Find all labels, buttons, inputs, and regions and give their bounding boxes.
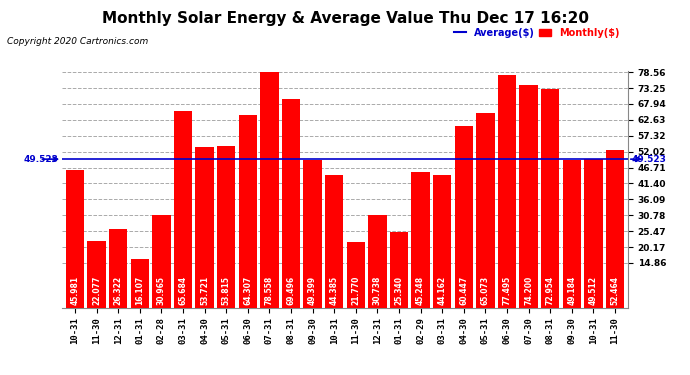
Text: 26.322: 26.322 [114,275,123,304]
Bar [433,175,451,308]
Text: 44.385: 44.385 [330,275,339,304]
Bar [195,147,214,308]
Bar [541,89,560,308]
Bar [88,242,106,308]
Text: 64.307: 64.307 [244,275,253,304]
Text: 44.162: 44.162 [437,275,446,304]
Legend: Average($), Monthly($): Average($), Monthly($) [450,24,623,42]
Text: 45.248: 45.248 [416,275,425,304]
Text: 45.981: 45.981 [70,275,79,304]
Text: 69.496: 69.496 [286,275,295,304]
Text: 25.340: 25.340 [395,276,404,304]
Bar [130,259,149,308]
Bar [217,146,235,308]
Bar [476,112,495,308]
Text: 49.523: 49.523 [23,154,59,164]
Text: 22.077: 22.077 [92,275,101,304]
Bar [368,215,386,308]
Bar [606,150,624,308]
Text: 21.770: 21.770 [351,275,360,304]
Bar [520,85,538,308]
Bar [109,229,128,308]
Bar [562,160,581,308]
Bar [325,174,344,308]
Text: 49.523: 49.523 [631,154,667,164]
Bar [455,126,473,308]
Text: 65.684: 65.684 [179,275,188,304]
Text: 72.954: 72.954 [546,275,555,304]
Text: 30.738: 30.738 [373,275,382,304]
Bar [66,170,84,308]
Bar [346,242,365,308]
Text: 49.399: 49.399 [308,275,317,304]
Text: 53.721: 53.721 [200,275,209,304]
Text: 49.184: 49.184 [567,275,576,304]
Text: 78.558: 78.558 [265,275,274,304]
Text: 65.073: 65.073 [481,275,490,304]
Bar [174,111,193,308]
Bar [497,75,516,308]
Text: 53.815: 53.815 [221,276,230,304]
Bar [304,159,322,308]
Text: Monthly Solar Energy & Average Value Thu Dec 17 16:20: Monthly Solar Energy & Average Value Thu… [101,11,589,26]
Text: 30.965: 30.965 [157,276,166,304]
Bar [411,172,430,308]
Text: 52.464: 52.464 [611,276,620,304]
Bar [239,115,257,308]
Bar [584,159,602,308]
Bar [260,72,279,308]
Text: 74.200: 74.200 [524,275,533,304]
Bar [282,99,300,308]
Text: 49.512: 49.512 [589,276,598,304]
Text: 77.495: 77.495 [502,275,511,304]
Text: Copyright 2020 Cartronics.com: Copyright 2020 Cartronics.com [7,38,148,46]
Text: 16.107: 16.107 [135,275,144,304]
Bar [152,215,170,308]
Bar [390,232,408,308]
Text: 60.447: 60.447 [460,275,469,304]
